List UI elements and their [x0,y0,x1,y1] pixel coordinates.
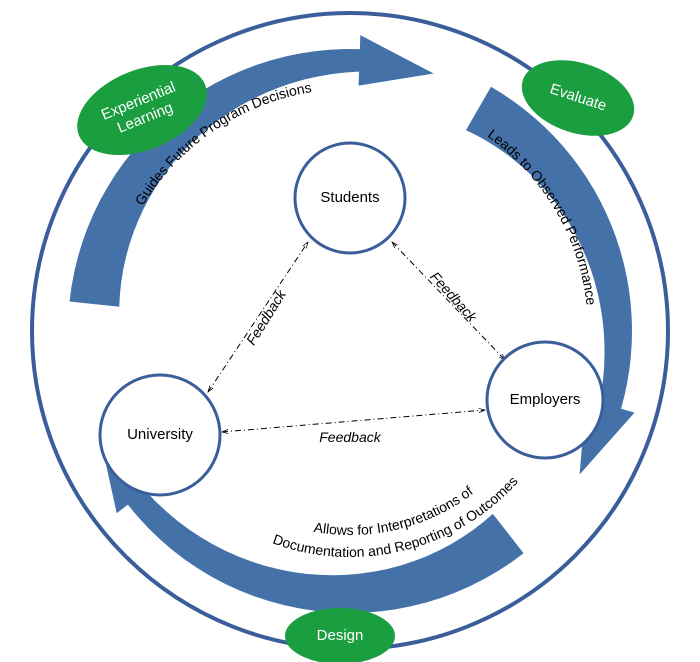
feedback-label-ue: Feedback [319,429,381,445]
employers-label: Employers [510,391,581,408]
feedback-label-se: Feedback [427,268,481,325]
node-students: Students [295,143,405,253]
university-label: University [127,426,193,443]
students-label: Students [320,189,379,206]
feedback-lines-group: Feedback Feedback Feedback [208,242,505,445]
node-university: University [100,375,220,495]
oval-design: Design [285,608,395,662]
feedback-label-su: Feedback [243,286,290,347]
node-employers: Employers [487,342,603,458]
design-label: Design [317,627,364,644]
